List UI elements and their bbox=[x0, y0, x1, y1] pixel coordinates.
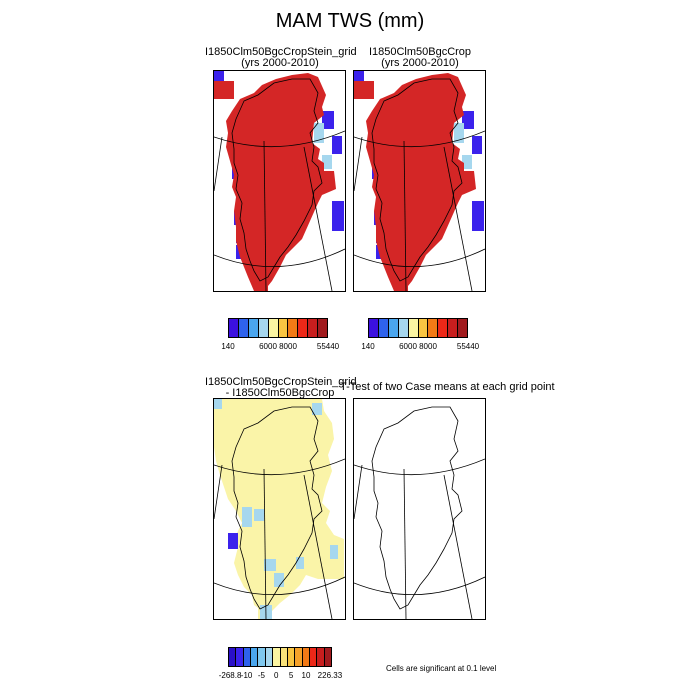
panel-1-title-line2: (yrs 2000-2010) bbox=[205, 58, 355, 69]
colorbar-swatch bbox=[295, 648, 302, 666]
colorbar-swatch bbox=[249, 319, 259, 337]
map-svg-ttest bbox=[354, 399, 485, 619]
colorbar-tick-label: 6000 bbox=[259, 343, 277, 351]
colorbar-stein-ticks: 140 6000 8000 55440 bbox=[228, 343, 328, 353]
colorbar-swatch bbox=[310, 648, 317, 666]
colorbar-tick-label: 8000 bbox=[279, 343, 297, 351]
colorbar-swatch bbox=[273, 648, 280, 666]
colorbar-swatch bbox=[448, 319, 458, 337]
panel-2-title-line2: (yrs 2000-2010) bbox=[345, 58, 495, 69]
colorbar-swatch bbox=[298, 319, 308, 337]
colorbar-swatch bbox=[303, 648, 310, 666]
map-panel-ttest bbox=[353, 398, 486, 620]
colorbar-difference-ticks: -268.8 -10 -5 0 5 10 226.33 bbox=[228, 672, 332, 682]
diff-cells-blue bbox=[228, 533, 238, 549]
colorbar-swatch bbox=[389, 319, 399, 337]
colorbar-swatch bbox=[239, 319, 249, 337]
colorbar-swatch bbox=[229, 319, 239, 337]
colorbar-swatch bbox=[379, 319, 389, 337]
colorbar-swatch bbox=[325, 648, 331, 666]
colorbar-swatch bbox=[409, 319, 419, 337]
map-panel-difference bbox=[213, 398, 346, 620]
map-svg-difference bbox=[214, 399, 345, 619]
colorbar-swatch bbox=[428, 319, 438, 337]
colorbar-swatch bbox=[259, 319, 269, 337]
panel-4-title-line1: T-Test of two Case means at each grid po… bbox=[340, 382, 540, 393]
map-panel-crop bbox=[353, 70, 486, 292]
colorbar-tick-label: 10 bbox=[302, 672, 311, 680]
landmass-fill bbox=[366, 73, 476, 291]
panel-4-title: T-Test of two Case means at each grid po… bbox=[340, 382, 540, 393]
colorbar-stein bbox=[228, 318, 328, 338]
colorbar-swatch bbox=[438, 319, 448, 337]
colorbar-swatch bbox=[236, 648, 243, 666]
colorbar-swatch bbox=[266, 648, 273, 666]
colorbar-tick-label: 55440 bbox=[457, 343, 479, 351]
colorbar-tick-label: -268.8 bbox=[219, 672, 242, 680]
map-svg-crop bbox=[354, 71, 485, 291]
map-svg-stein bbox=[214, 71, 345, 291]
colorbar-tick-label: 140 bbox=[361, 343, 374, 351]
colorbar-tick-label: -5 bbox=[258, 672, 265, 680]
colorbar-difference bbox=[228, 647, 332, 667]
colorbar-crop bbox=[368, 318, 468, 338]
colorbar-swatch bbox=[419, 319, 429, 337]
colorbar-swatch bbox=[369, 319, 379, 337]
colorbar-tick-label: 0 bbox=[274, 672, 278, 680]
colorbar-tick-label: -10 bbox=[241, 672, 253, 680]
coastline bbox=[372, 407, 462, 609]
colorbar-swatch bbox=[251, 648, 258, 666]
colorbar-swatch bbox=[288, 319, 298, 337]
map-panel-stein bbox=[213, 70, 346, 292]
colorbar-swatch bbox=[288, 648, 295, 666]
colorbar-swatch bbox=[317, 648, 324, 666]
colorbar-tick-label: 8000 bbox=[419, 343, 437, 351]
colorbar-swatch bbox=[269, 319, 279, 337]
panel-1-title: I1850Clm50BgcCropStein_grid (yrs 2000-20… bbox=[205, 47, 355, 69]
colorbar-swatch bbox=[318, 319, 327, 337]
significance-note: Cells are significant at 0.1 level bbox=[386, 664, 496, 673]
colorbar-tick-label: 140 bbox=[221, 343, 234, 351]
landmass-fill bbox=[226, 73, 336, 291]
colorbar-tick-label: 226.33 bbox=[318, 672, 342, 680]
colorbar-tick-label: 5 bbox=[289, 672, 293, 680]
colorbar-swatch bbox=[458, 319, 467, 337]
colorbar-tick-label: 55440 bbox=[317, 343, 339, 351]
panel-3-title: I1850Clm50BgcCropStein_grid - I1850Clm50… bbox=[205, 377, 355, 399]
colorbar-tick-label: 6000 bbox=[399, 343, 417, 351]
colorbar-swatch bbox=[244, 648, 251, 666]
colorbar-swatch bbox=[281, 648, 288, 666]
colorbar-swatch bbox=[308, 319, 318, 337]
colorbar-swatch bbox=[399, 319, 409, 337]
figure-title: MAM TWS (mm) bbox=[0, 10, 700, 33]
panel-2-title: I1850Clm50BgcCrop (yrs 2000-2010) bbox=[345, 47, 495, 69]
colorbar-swatch bbox=[229, 648, 236, 666]
colorbar-crop-ticks: 140 6000 8000 55440 bbox=[368, 343, 468, 353]
colorbar-swatch bbox=[279, 319, 289, 337]
colorbar-swatch bbox=[258, 648, 265, 666]
